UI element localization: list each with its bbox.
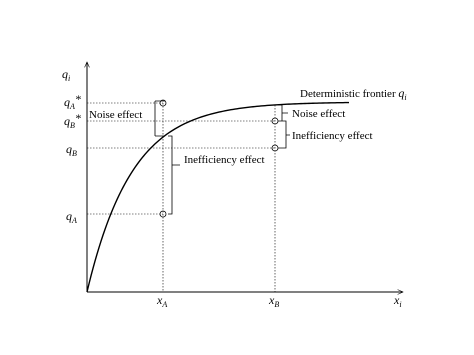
left-brackets xyxy=(154,100,180,215)
x-label: xi xyxy=(393,293,402,309)
y-mark: qA xyxy=(66,209,77,225)
y-label: qi xyxy=(62,67,70,83)
annotation: Noise effect xyxy=(292,108,345,120)
y-mark: qB* xyxy=(64,111,81,130)
x-mark: xB xyxy=(268,293,279,309)
y-mark: qA* xyxy=(64,92,81,111)
right-brackets xyxy=(278,104,290,149)
annotation: Inefficiency effect xyxy=(184,154,265,166)
x-mark: xA xyxy=(156,293,167,309)
frontier-label: Deterministic frontier qi xyxy=(300,86,407,102)
annotation: Inefficiency effect xyxy=(292,130,373,142)
y-mark: qB xyxy=(66,142,77,158)
annotation: Noise effect xyxy=(89,109,142,121)
frontier-curve xyxy=(86,101,350,293)
guide-lines xyxy=(87,102,276,292)
